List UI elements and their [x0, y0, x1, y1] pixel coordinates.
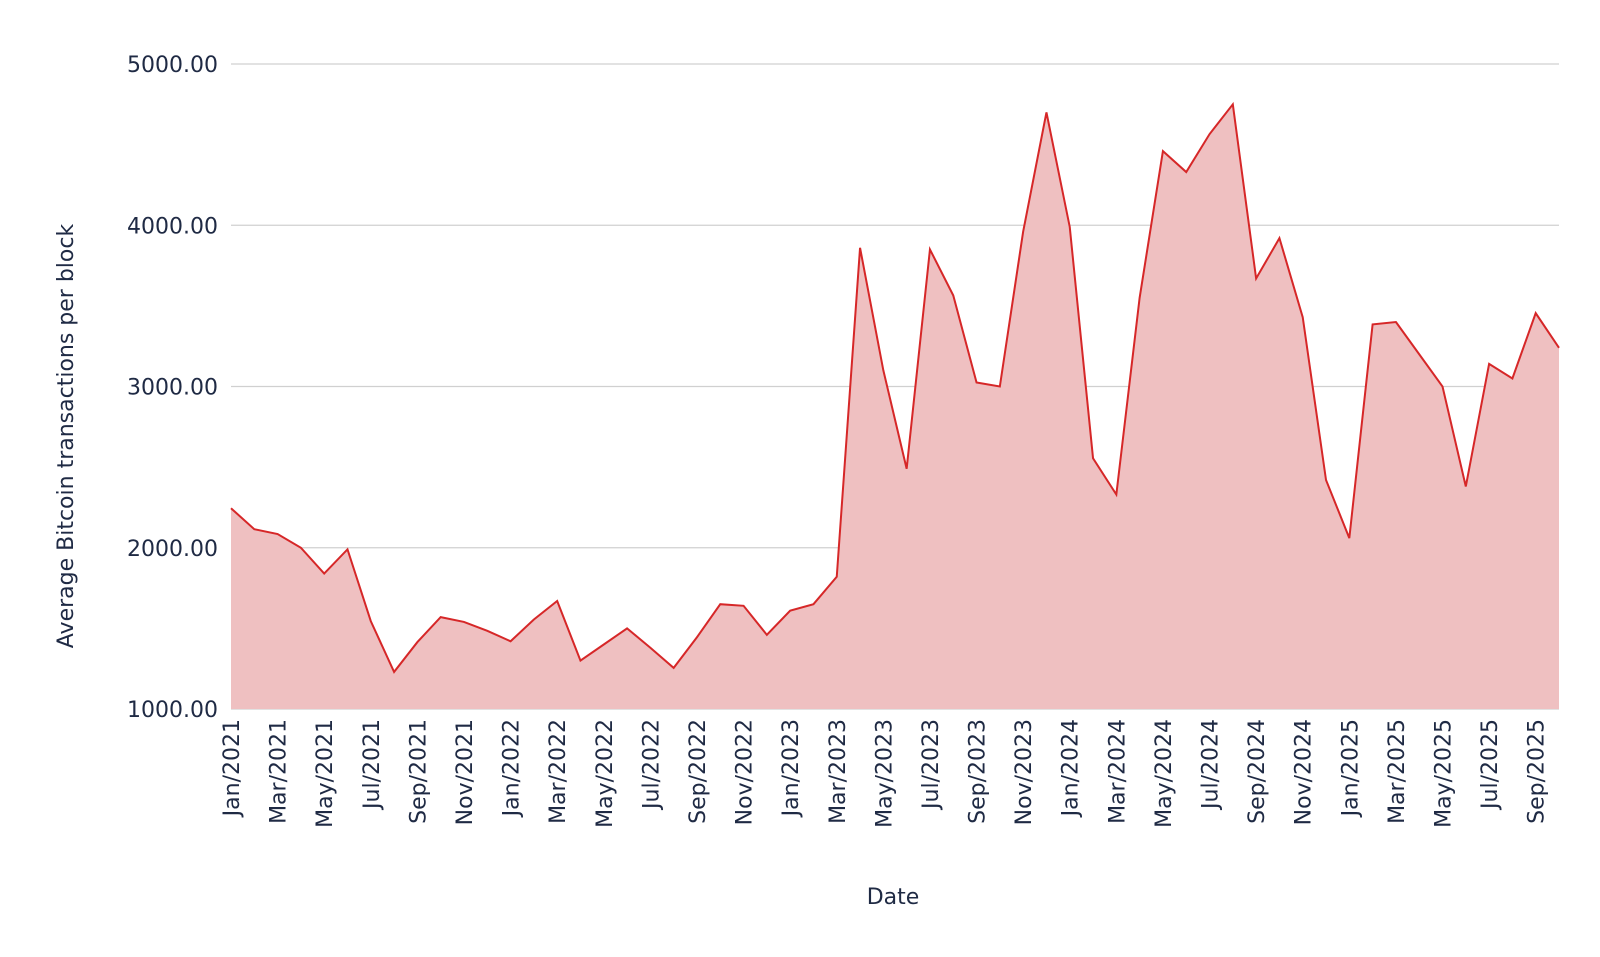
- x-tick-label: Jan/2023: [779, 719, 804, 818]
- y-tick-label: 5000.00: [127, 53, 218, 78]
- x-tick-label: Mar/2025: [1385, 719, 1410, 824]
- y-tick-label: 1000.00: [127, 698, 218, 723]
- x-tick-label: May/2024: [1152, 719, 1177, 828]
- x-tick-label: Nov/2021: [453, 719, 478, 825]
- x-tick-label: Jul/2024: [1199, 719, 1224, 811]
- x-tick-label: Mar/2023: [826, 719, 851, 824]
- x-tick-label: Jul/2021: [360, 719, 385, 811]
- x-tick-label: Nov/2023: [1012, 719, 1037, 825]
- x-tick-label: Mar/2022: [546, 719, 571, 824]
- x-tick-label: Sep/2021: [406, 719, 431, 824]
- x-tick-label: Mar/2024: [1105, 719, 1130, 824]
- plot-area: [230, 101, 1560, 709]
- area-fill: [231, 104, 1559, 709]
- x-tick-label: Nov/2024: [1292, 719, 1317, 825]
- x-tick-label: Sep/2023: [966, 719, 991, 824]
- x-tick-label: Sep/2025: [1525, 719, 1550, 824]
- x-tick-label: May/2021: [313, 719, 338, 828]
- x-axis-ticks: Jan/2021 Mar/2021 May/2021 Jul/2021 Sep/2021…: [220, 719, 1550, 828]
- x-tick-label: May/2022: [593, 719, 618, 828]
- x-tick-label: Jan/2021: [220, 719, 245, 818]
- y-axis-title: Average Bitcoin transactions per block: [54, 224, 79, 649]
- series-line: [230, 101, 1560, 674]
- x-tick-label: Jul/2025: [1478, 719, 1503, 811]
- x-tick-label: May/2025: [1432, 719, 1457, 828]
- y-tick-label: 3000.00: [127, 376, 218, 401]
- x-tick-label: Mar/2021: [267, 719, 292, 824]
- x-tick-label: May/2023: [872, 719, 897, 828]
- y-tick-label: 4000.00: [127, 214, 218, 239]
- x-tick-label: Nov/2022: [733, 719, 758, 825]
- x-tick-label: Jul/2023: [919, 719, 944, 811]
- x-tick-label: Sep/2024: [1245, 719, 1270, 824]
- y-axis-ticks: 1000.00 2000.00 3000.00 4000.00 5000.00: [127, 53, 218, 723]
- x-tick-label: Jan/2022: [500, 719, 525, 818]
- x-tick-label: Jul/2022: [639, 719, 664, 811]
- x-tick-label: Sep/2022: [686, 719, 711, 824]
- y-tick-label: 2000.00: [127, 537, 218, 562]
- x-tick-label: Jan/2025: [1338, 719, 1363, 818]
- x-tick-label: Jan/2024: [1059, 719, 1084, 818]
- x-axis-title: Date: [867, 885, 920, 910]
